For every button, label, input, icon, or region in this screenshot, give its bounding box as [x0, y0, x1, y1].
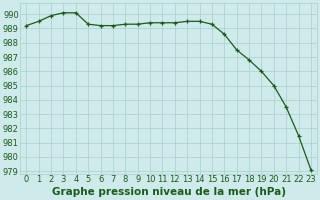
X-axis label: Graphe pression niveau de la mer (hPa): Graphe pression niveau de la mer (hPa) — [52, 187, 286, 197]
